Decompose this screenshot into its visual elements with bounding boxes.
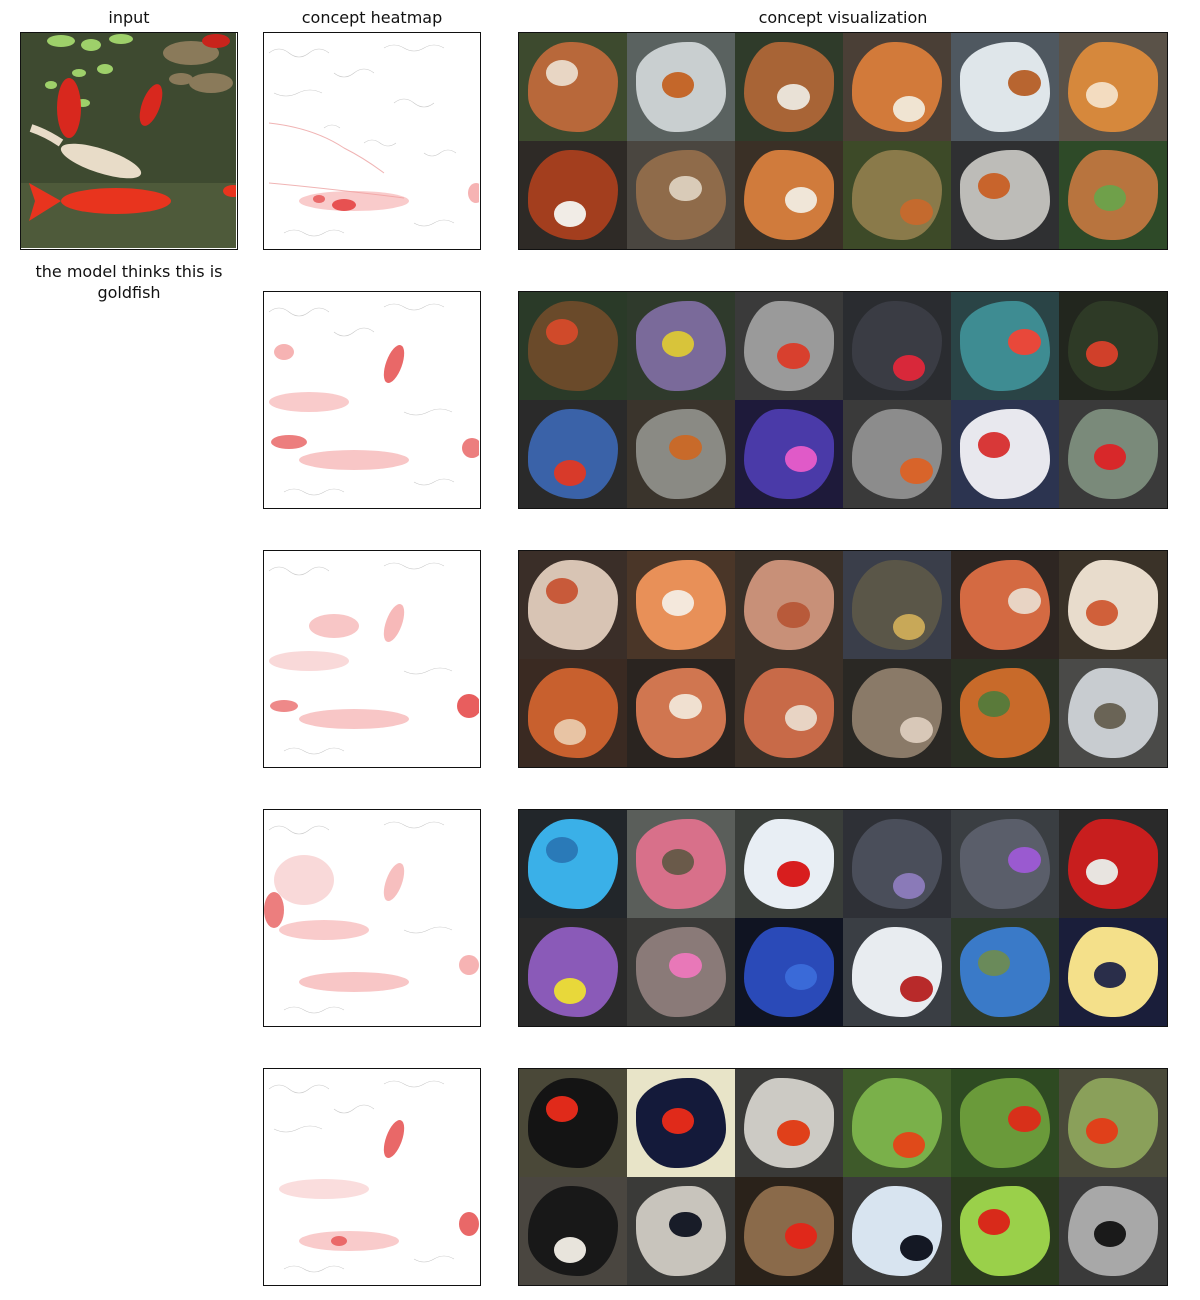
concept-example-image <box>735 292 843 400</box>
concept-example-image <box>627 400 735 508</box>
concept-example-image <box>951 33 1059 141</box>
concept-example-image <box>627 33 735 141</box>
concept-example-image <box>735 1069 843 1177</box>
concept-example-image <box>843 659 951 767</box>
concept-example-image <box>1059 141 1167 249</box>
concept-visualization-grid <box>518 809 1168 1027</box>
concept-example-image <box>843 400 951 508</box>
concept-example-image <box>519 659 627 767</box>
concept-visualization-grid <box>518 1068 1168 1286</box>
concept-example-image <box>519 551 627 659</box>
concept-example-image <box>627 810 735 918</box>
concept-example-image <box>519 400 627 508</box>
concept-example-image <box>843 1069 951 1177</box>
concept-example-image <box>735 918 843 1026</box>
concept-example-image <box>843 292 951 400</box>
concept-example-image <box>1059 918 1167 1026</box>
concept-example-image <box>735 400 843 508</box>
concept-example-image <box>627 1177 735 1285</box>
concept-visualization-grid <box>518 550 1168 768</box>
concept-example-image <box>735 1177 843 1285</box>
concept-heatmap <box>263 291 481 509</box>
concept-example-image <box>843 551 951 659</box>
concept-example-image <box>627 918 735 1026</box>
concept-example-image <box>1059 400 1167 508</box>
concept-example-image <box>951 141 1059 249</box>
concept-example-image <box>519 918 627 1026</box>
concept-example-image <box>951 1069 1059 1177</box>
concept-heatmap <box>263 550 481 768</box>
concept-example-image <box>627 292 735 400</box>
concept-example-image <box>735 141 843 249</box>
concept-example-image <box>1059 292 1167 400</box>
concept-visualization-grid <box>518 291 1168 509</box>
concept-example-image <box>1059 1177 1167 1285</box>
concept-example-image <box>951 810 1059 918</box>
concept-example-image <box>519 1177 627 1285</box>
concept-example-image <box>735 551 843 659</box>
concept-example-image <box>627 1069 735 1177</box>
concept-example-image <box>951 1177 1059 1285</box>
concept-example-image <box>843 33 951 141</box>
concept-example-image <box>519 141 627 249</box>
concept-example-image <box>519 1069 627 1177</box>
prediction-caption: the model thinks this is goldfish <box>35 262 223 302</box>
concept-example-image <box>735 33 843 141</box>
concept-example-image <box>519 292 627 400</box>
concept-example-image <box>951 551 1059 659</box>
concept-heatmap <box>263 809 481 1027</box>
concept-example-image <box>519 33 627 141</box>
concept-example-image <box>843 810 951 918</box>
concept-example-image <box>951 292 1059 400</box>
concept-heatmap <box>263 32 481 250</box>
concept-example-image <box>951 918 1059 1026</box>
concept-example-image <box>1059 551 1167 659</box>
concept-example-image <box>843 1177 951 1285</box>
concept-heatmap <box>263 1068 481 1286</box>
input-image <box>20 32 238 250</box>
concept-example-image <box>735 810 843 918</box>
concept-example-image <box>519 810 627 918</box>
concept-example-image <box>1059 810 1167 918</box>
concept-example-image <box>735 659 843 767</box>
concept-example-image <box>1059 1069 1167 1177</box>
input-column-title: input <box>108 8 150 27</box>
concept-example-image <box>1059 659 1167 767</box>
concept-example-image <box>843 918 951 1026</box>
concept-example-image <box>951 659 1059 767</box>
visualization-column-title: concept visualization <box>758 8 928 27</box>
concept-example-image <box>843 141 951 249</box>
concept-example-image <box>1059 33 1167 141</box>
concept-example-image <box>627 141 735 249</box>
concept-example-image <box>627 659 735 767</box>
concept-visualization-grid <box>518 32 1168 250</box>
heatmap-column-title: concept heatmap <box>301 8 443 27</box>
concept-example-image <box>627 551 735 659</box>
concept-example-image <box>951 400 1059 508</box>
